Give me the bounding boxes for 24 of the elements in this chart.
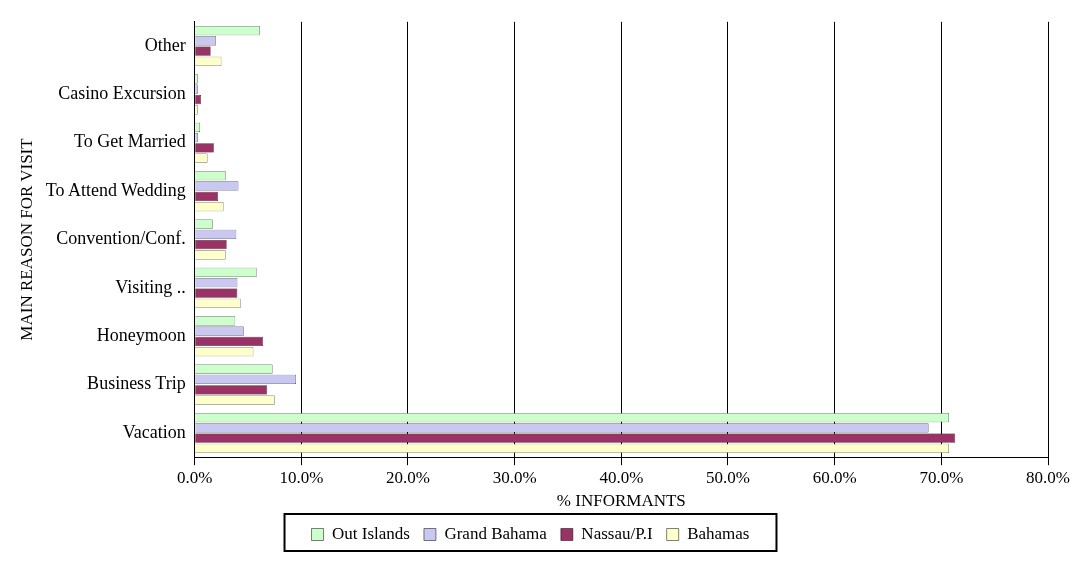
y-tick-label: Business Trip xyxy=(87,373,186,394)
x-tick-label: 10.0% xyxy=(279,467,324,487)
legend-label: Grand Bahama xyxy=(444,523,548,543)
y-tick-label: To Attend Wedding xyxy=(45,179,186,200)
x-tick-label: 50.0% xyxy=(706,467,750,487)
y-axis-title: MAIN REASON FOR VISIT xyxy=(16,137,36,341)
y-tick-label: Honeymoon xyxy=(96,324,186,345)
x-tick-label: 60.0% xyxy=(812,467,857,487)
legend-label: Bahamas xyxy=(687,523,750,543)
x-tick-label: 40.0% xyxy=(599,467,644,487)
y-tick-label: Visiting .. xyxy=(115,276,186,297)
legend-label: Nassau/P.I xyxy=(581,523,654,543)
x-tick-label: 70.0% xyxy=(919,467,964,487)
x-tick-label: 0.0% xyxy=(176,467,213,487)
y-tick-label: Vacation xyxy=(122,421,186,442)
y-tick-label: To Get Married xyxy=(73,131,186,152)
x-axis-title: % INFORMANTS xyxy=(556,491,686,511)
y-tick-label: Convention/Conf. xyxy=(56,228,186,249)
y-tick-label: Other xyxy=(144,34,186,55)
legend-label: Out Islands xyxy=(332,523,410,543)
x-tick-label: 20.0% xyxy=(386,467,430,487)
y-tick-label: Casino Excursion xyxy=(58,83,186,104)
x-tick-label: 80.0% xyxy=(1026,467,1070,487)
x-tick-label: 30.0% xyxy=(492,467,537,487)
